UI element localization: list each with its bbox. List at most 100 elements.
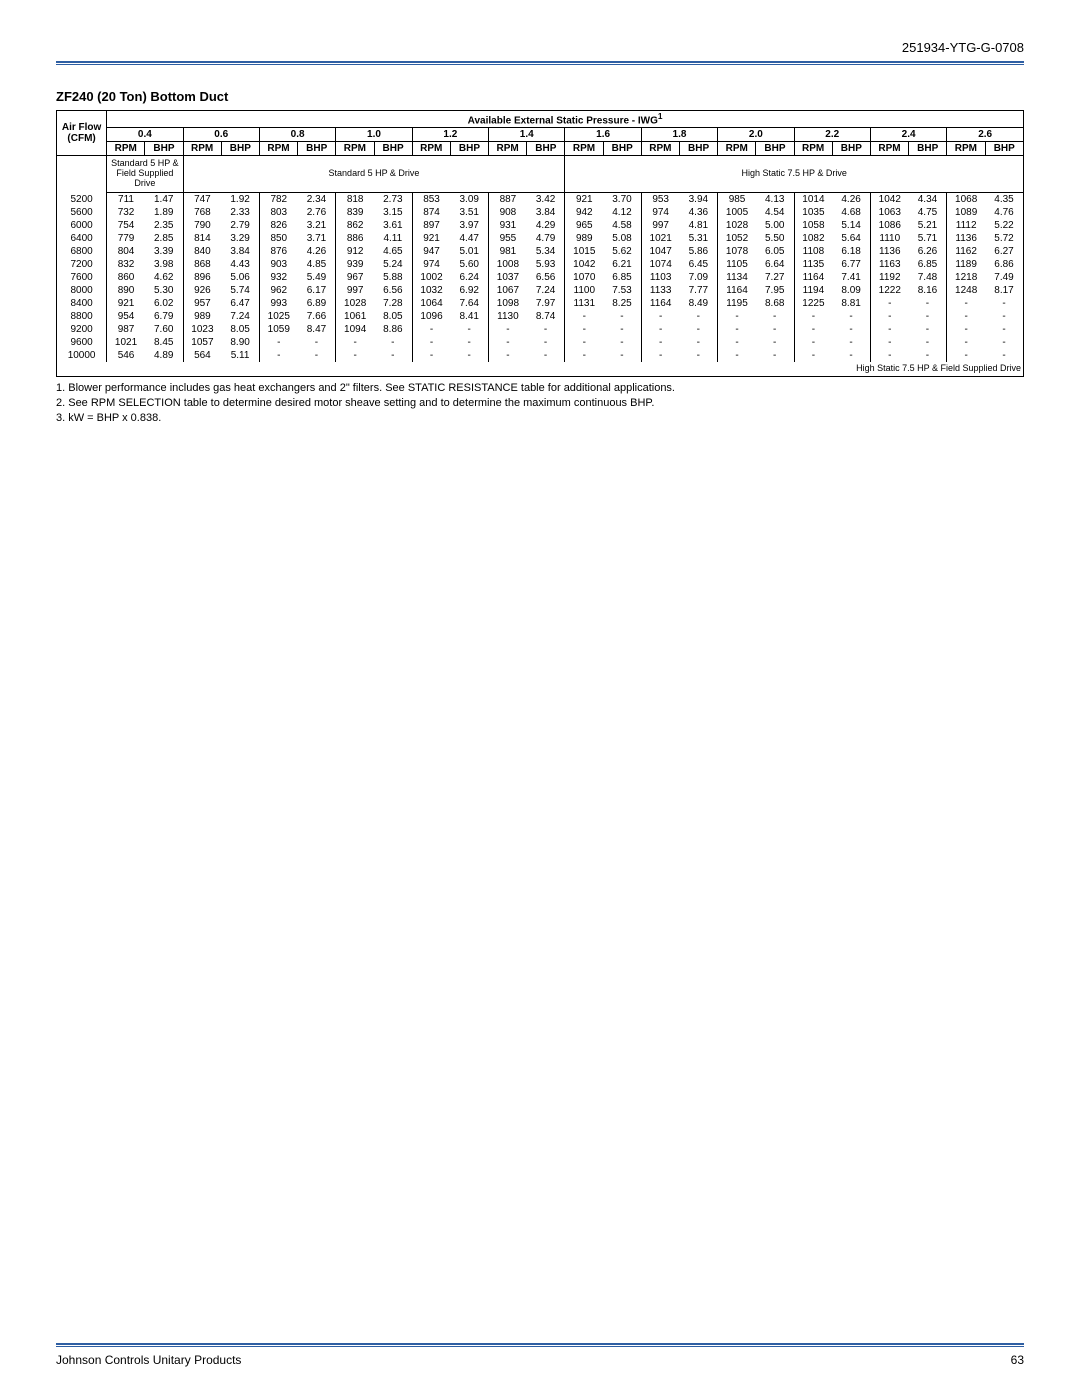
rpm-cell: - <box>641 323 679 336</box>
pressure-col-0.8: 0.8 <box>259 128 335 142</box>
rpm-cell: - <box>565 323 603 336</box>
rpm-cell: 997 <box>336 284 374 297</box>
bhp-cell: - <box>527 323 565 336</box>
rpm-cell: 886 <box>336 232 374 245</box>
rpm-cell: 1110 <box>870 232 908 245</box>
rpm-cell: - <box>336 336 374 349</box>
bhp-cell: 5.24 <box>374 258 412 271</box>
footer-left: Johnson Controls Unitary Products <box>56 1353 241 1367</box>
rpm-cell: 1108 <box>794 245 832 258</box>
rpm-cell: - <box>947 323 985 336</box>
bhp-cell: 4.43 <box>221 258 259 271</box>
rpm-cell: - <box>718 323 756 336</box>
rpm-cell: 732 <box>107 206 145 219</box>
bhp-cell: - <box>985 297 1024 310</box>
bhp-cell: 6.85 <box>909 258 947 271</box>
rpm-cell: 989 <box>183 310 221 323</box>
pressure-col-1.0: 1.0 <box>336 128 412 142</box>
rpm-cell: 1164 <box>718 284 756 297</box>
rpm-cell: 1008 <box>489 258 527 271</box>
footer-right: 63 <box>1011 1353 1024 1367</box>
bhp-cell: 7.27 <box>756 271 794 284</box>
bhp-cell: 7.09 <box>680 271 718 284</box>
bhp-cell: 6.86 <box>985 258 1024 271</box>
bhp-cell: 5.00 <box>756 219 794 232</box>
pressure-col-1.6: 1.6 <box>565 128 641 142</box>
bhp-cell: - <box>374 349 412 362</box>
note-1: 1. Blower performance includes gas heat … <box>56 381 1024 395</box>
rpm-cell: 850 <box>259 232 297 245</box>
band-std: Standard 5 HP & Drive <box>183 156 565 193</box>
rpm-cell: 711 <box>107 193 145 207</box>
rpm-cell: 931 <box>489 219 527 232</box>
bhp-cell: 5.50 <box>756 232 794 245</box>
rpm-cell: - <box>641 310 679 323</box>
table-row: 64007792.858143.298503.718864.119214.479… <box>57 232 1024 245</box>
bhp-cell: 6.17 <box>298 284 336 297</box>
rpm-cell: 832 <box>107 258 145 271</box>
cfm-cell: 5600 <box>57 206 107 219</box>
rpm-cell: 1021 <box>641 232 679 245</box>
rpm-cell: - <box>870 310 908 323</box>
bhp-cell: 4.75 <box>909 206 947 219</box>
bhp-cell: 3.98 <box>145 258 183 271</box>
rpm-cell: 1133 <box>641 284 679 297</box>
rpm-cell: 804 <box>107 245 145 258</box>
cfm-cell: 10000 <box>57 349 107 362</box>
notes: 1. Blower performance includes gas heat … <box>56 381 1024 426</box>
sub-rpm: RPM <box>336 142 374 156</box>
performance-table: Air Flow (CFM) Available External Static… <box>56 110 1024 377</box>
bhp-cell: 3.21 <box>298 219 336 232</box>
rpm-cell: 1014 <box>794 193 832 207</box>
rpm-cell: 974 <box>412 258 450 271</box>
rpm-cell: 1136 <box>870 245 908 258</box>
rpm-cell: 814 <box>183 232 221 245</box>
bhp-cell: 5.72 <box>985 232 1024 245</box>
rpm-cell: 1164 <box>641 297 679 310</box>
rpm-cell: 1061 <box>336 310 374 323</box>
rpm-cell: 803 <box>259 206 297 219</box>
table-row: 52007111.477471.927822.348182.738533.098… <box>57 193 1024 207</box>
bhp-cell: 7.60 <box>145 323 183 336</box>
bhp-cell: 5.01 <box>450 245 488 258</box>
rpm-cell: 1002 <box>412 271 450 284</box>
bhp-cell: 4.89 <box>145 349 183 362</box>
rpm-cell: - <box>794 336 832 349</box>
bhp-cell: 4.62 <box>145 271 183 284</box>
bhp-cell: 5.08 <box>603 232 641 245</box>
bhp-cell: 2.35 <box>145 219 183 232</box>
rpm-cell: 1222 <box>870 284 908 297</box>
bhp-cell: 4.85 <box>298 258 336 271</box>
rpm-cell: - <box>794 349 832 362</box>
bhp-cell: - <box>909 349 947 362</box>
rpm-cell: 903 <box>259 258 297 271</box>
bhp-cell: 3.61 <box>374 219 412 232</box>
bhp-cell: 7.48 <box>909 271 947 284</box>
bhp-cell: 1.92 <box>221 193 259 207</box>
rpm-cell: 1063 <box>870 206 908 219</box>
bhp-cell: 6.47 <box>221 297 259 310</box>
band-high: High Static 7.5 HP & Drive <box>565 156 1024 193</box>
table-row: 100005464.895645.11-------------------- <box>57 349 1024 362</box>
sub-bhp: BHP <box>985 142 1024 156</box>
bhp-cell: 7.24 <box>527 284 565 297</box>
rpm-cell: 1068 <box>947 193 985 207</box>
rpm-cell: - <box>641 336 679 349</box>
sub-bhp: BHP <box>298 142 336 156</box>
bhp-cell: 8.09 <box>832 284 870 297</box>
footer-spacer-2 <box>107 362 565 376</box>
bhp-cell: 8.90 <box>221 336 259 349</box>
bhp-cell: 7.53 <box>603 284 641 297</box>
bhp-cell: - <box>527 336 565 349</box>
rpm-cell: 1021 <box>107 336 145 349</box>
bhp-cell: 6.27 <box>985 245 1024 258</box>
bhp-cell: - <box>985 323 1024 336</box>
bhp-cell: - <box>756 349 794 362</box>
sub-bhp: BHP <box>680 142 718 156</box>
bhp-cell: 4.54 <box>756 206 794 219</box>
rpm-cell: 546 <box>107 349 145 362</box>
bhp-cell: 4.65 <box>374 245 412 258</box>
rpm-cell: 1189 <box>947 258 985 271</box>
rpm-cell: 912 <box>336 245 374 258</box>
bhp-cell: - <box>603 336 641 349</box>
